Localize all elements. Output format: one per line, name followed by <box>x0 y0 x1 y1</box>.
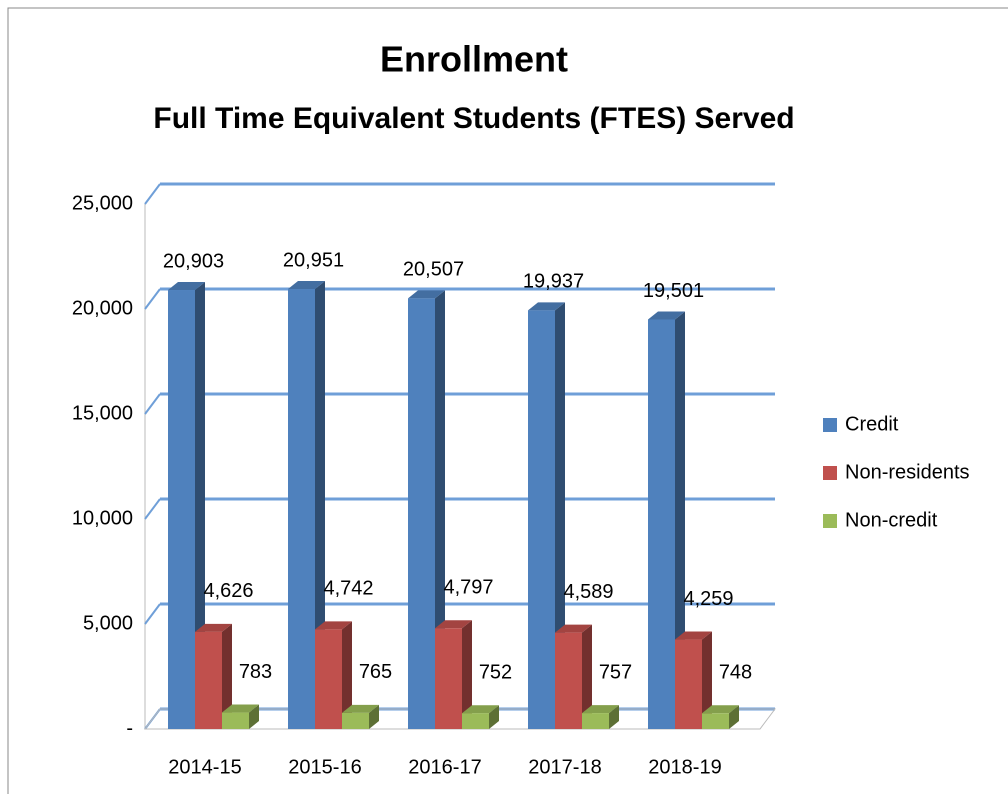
y-tick-label: 25,000 <box>72 192 133 214</box>
bar-top <box>408 290 445 299</box>
chart-title: Enrollment <box>380 39 568 80</box>
bar-side <box>729 705 739 729</box>
data-label: 748 <box>719 662 752 684</box>
x-tick-label: 2015-16 <box>288 756 361 778</box>
bar-side <box>342 621 352 729</box>
legend-swatch <box>823 514 837 528</box>
data-label: 20,507 <box>403 259 464 281</box>
x-tick-label: 2014-15 <box>168 756 241 778</box>
data-label: 19,501 <box>643 280 704 302</box>
bar-top <box>528 302 565 311</box>
bar-side <box>555 302 565 729</box>
bar-side <box>369 704 379 729</box>
bar-top <box>315 621 352 630</box>
data-label: 765 <box>359 661 392 683</box>
legend-label: Non-credit <box>845 509 938 531</box>
bar-top <box>702 705 739 714</box>
bar-side <box>315 281 325 729</box>
bar <box>648 319 675 729</box>
data-label: 4,259 <box>683 588 733 610</box>
bar <box>462 713 489 729</box>
bar-side <box>582 624 592 729</box>
bar-top <box>675 631 712 640</box>
data-label: 757 <box>599 661 632 683</box>
bar-side <box>489 705 499 729</box>
bar-top <box>462 705 499 714</box>
data-label: 4,626 <box>203 580 253 602</box>
bar-side <box>462 620 472 729</box>
bar-side <box>435 290 445 729</box>
bar <box>288 289 315 729</box>
data-label: 19,937 <box>523 271 584 293</box>
data-label: 783 <box>239 661 272 683</box>
bar <box>702 713 729 729</box>
bar <box>435 628 462 729</box>
bar <box>555 632 582 729</box>
data-label: 4,589 <box>563 581 613 603</box>
bar-side <box>195 282 205 729</box>
bar <box>675 639 702 729</box>
bar-top <box>288 281 325 290</box>
data-label: 4,797 <box>443 577 493 599</box>
legend-label: Non-residents <box>845 461 970 483</box>
bar <box>222 712 249 729</box>
bar <box>195 631 222 729</box>
bar-side <box>222 623 232 729</box>
x-tick-label: 2018-19 <box>648 756 721 778</box>
bar-top <box>195 623 232 632</box>
bar-top <box>648 311 685 320</box>
bar-top <box>555 624 592 633</box>
legend-swatch <box>823 418 837 432</box>
bar <box>528 310 555 729</box>
bar-side <box>609 705 619 729</box>
grid-line-side <box>144 603 161 625</box>
x-tick-label: 2017-18 <box>528 756 601 778</box>
bar <box>342 712 369 729</box>
bar-side <box>675 311 685 729</box>
y-tick-label: 20,000 <box>72 297 133 319</box>
chart-subtitle: Full Time Equivalent Students (FTES) Ser… <box>153 102 794 135</box>
x-tick-label: 2016-17 <box>408 756 481 778</box>
bar-top <box>342 704 379 713</box>
bar-top <box>168 282 205 291</box>
y-tick-label: 10,000 <box>72 507 133 529</box>
bar <box>408 298 435 729</box>
data-label: 4,742 <box>323 578 373 600</box>
y-tick-label: 5,000 <box>83 612 133 634</box>
grid-line-side <box>144 393 161 415</box>
bar-side <box>702 631 712 729</box>
bar <box>315 629 342 729</box>
grid-line-side <box>144 498 161 520</box>
data-label: 20,951 <box>283 249 344 271</box>
bar <box>168 290 195 729</box>
bar-top <box>435 620 472 629</box>
y-tick-label: - <box>126 717 133 739</box>
bar-top <box>582 705 619 714</box>
data-label: 752 <box>479 661 512 683</box>
legend-label: Credit <box>845 413 899 435</box>
bar-side <box>249 704 259 729</box>
bar-top <box>222 704 259 713</box>
data-label: 20,903 <box>163 250 224 272</box>
legend-swatch <box>823 466 837 480</box>
grid-line-side <box>144 183 161 205</box>
y-tick-label: 15,000 <box>72 402 133 424</box>
bar <box>582 713 609 729</box>
grid-line-side <box>144 288 161 310</box>
